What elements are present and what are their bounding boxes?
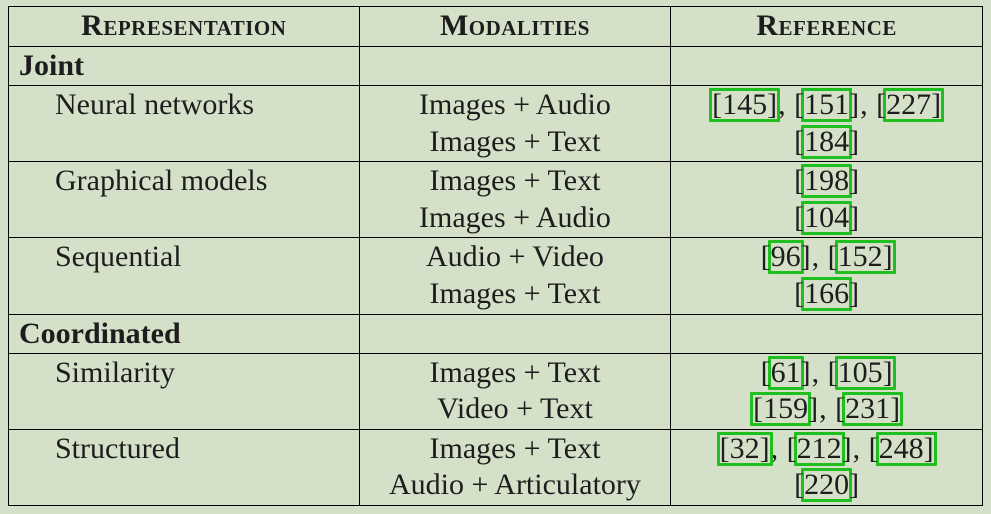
citation[interactable]: [145] bbox=[711, 90, 778, 120]
modalities-text: Images + Text bbox=[366, 431, 665, 468]
representation-cell: Neural networks bbox=[9, 86, 360, 162]
modalities-cell: Audio + VideoImages + Text bbox=[359, 238, 671, 314]
citation[interactable]: [32] bbox=[719, 434, 771, 464]
modalities-text: Video + Text bbox=[366, 391, 665, 428]
section-heading-row: Joint bbox=[9, 47, 983, 86]
modalities-text: Audio + Video bbox=[366, 239, 665, 276]
col-header-modalities: Modalities bbox=[359, 7, 671, 47]
empty-cell bbox=[359, 314, 671, 353]
reference-cell: [145], [151], [227][184] bbox=[671, 86, 983, 162]
citation[interactable]: [105] bbox=[827, 358, 894, 388]
reference-cell: [96], [152][166] bbox=[671, 238, 983, 314]
table-row: Graphical modelsImages + TextImages + Au… bbox=[9, 162, 983, 238]
empty-cell bbox=[359, 47, 671, 86]
modalities-text: Images + Text bbox=[366, 355, 665, 392]
col-header-representation: Representation bbox=[9, 7, 360, 47]
citation[interactable]: [166] bbox=[793, 279, 860, 309]
representation-cell: Structured bbox=[9, 429, 360, 505]
empty-cell bbox=[671, 47, 983, 86]
table-container: Representation Modalities Reference Join… bbox=[0, 0, 991, 514]
modalities-text: Images + Audio bbox=[366, 87, 665, 124]
section-heading-row: Coordinated bbox=[9, 314, 983, 353]
reference-cell: [198] [104] bbox=[671, 162, 983, 238]
modalities-text: Images + Text bbox=[366, 124, 665, 161]
citation[interactable]: [61] bbox=[760, 358, 812, 388]
citation[interactable]: [96] bbox=[760, 242, 812, 272]
citation[interactable]: [152] bbox=[827, 242, 894, 272]
modalities-text: Images + Text bbox=[366, 163, 665, 200]
col-header-reference: Reference bbox=[671, 7, 983, 47]
citation[interactable]: [198] bbox=[793, 166, 860, 196]
table-row: Neural networksImages + AudioImages + Te… bbox=[9, 86, 983, 162]
modalities-text: Audio + Articulatory bbox=[366, 467, 665, 504]
modalities-cell: Images + TextImages + Audio bbox=[359, 162, 671, 238]
table-row: SequentialAudio + VideoImages + Text [96]… bbox=[9, 238, 983, 314]
representation-cell: Sequential bbox=[9, 238, 360, 314]
citation[interactable]: [151] bbox=[793, 90, 860, 120]
empty-cell bbox=[671, 314, 983, 353]
modalities-cell: Images + TextVideo + Text bbox=[359, 353, 671, 429]
representation-table: Representation Modalities Reference Join… bbox=[8, 6, 983, 506]
modalities-text: Images + Text bbox=[366, 276, 665, 313]
section-title: Coordinated bbox=[9, 314, 360, 353]
representation-cell: Graphical models bbox=[9, 162, 360, 238]
modalities-text: Images + Audio bbox=[366, 200, 665, 237]
section-title: Joint bbox=[9, 47, 360, 86]
header-row: Representation Modalities Reference bbox=[9, 7, 983, 47]
modalities-cell: Images + AudioImages + Text bbox=[359, 86, 671, 162]
citation[interactable]: [184] bbox=[793, 127, 860, 157]
citation[interactable]: [212] bbox=[786, 434, 853, 464]
table-row: StructuredImages + TextAudio + Articulat… bbox=[9, 429, 983, 505]
citation[interactable]: [248] bbox=[868, 434, 935, 464]
citation[interactable]: [231] bbox=[834, 394, 901, 424]
reference-cell: [32], [212], [248][220] bbox=[671, 429, 983, 505]
representation-cell: Similarity bbox=[9, 353, 360, 429]
reference-cell: [61], [105][159], [231] bbox=[671, 353, 983, 429]
citation[interactable]: [227] bbox=[875, 90, 942, 120]
modalities-cell: Images + TextAudio + Articulatory bbox=[359, 429, 671, 505]
citation[interactable]: [104] bbox=[793, 203, 860, 233]
citation[interactable]: [159] bbox=[752, 394, 819, 424]
table-row: SimilarityImages + TextVideo + Text[61],… bbox=[9, 353, 983, 429]
citation[interactable]: [220] bbox=[793, 470, 860, 500]
